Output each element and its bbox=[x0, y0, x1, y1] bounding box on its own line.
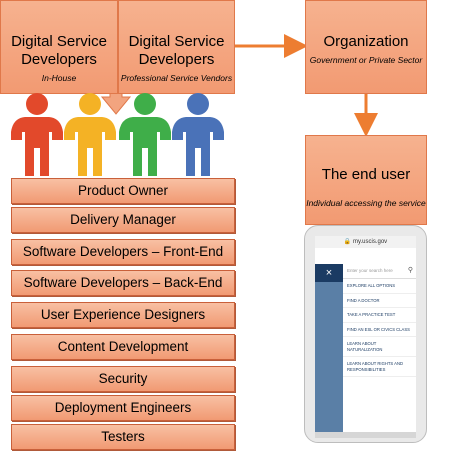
person-green-icon bbox=[119, 93, 171, 176]
lock-icon: 🔒 bbox=[343, 239, 352, 245]
inhouse-subtitle: In-House bbox=[41, 73, 77, 83]
phone-site-header bbox=[315, 248, 416, 258]
organization-title: Organization bbox=[323, 33, 409, 50]
search-placeholder: Enter your search here bbox=[347, 268, 393, 273]
phone-url: my.uscis.gov bbox=[352, 239, 388, 245]
phone-menu-sidebar: × bbox=[315, 264, 343, 432]
menu-item-find-doctor[interactable]: FIND A DOCTOR bbox=[343, 294, 416, 308]
role-frontend-developers: Software Developers – Front-End bbox=[11, 239, 235, 265]
menu-item-esl-class[interactable]: FIND AN ESL OR CIVICS CLASS bbox=[343, 323, 416, 337]
enduser-subtitle: Individual accessing the service bbox=[306, 198, 426, 208]
role-content-development: Content Development bbox=[11, 334, 235, 360]
role-delivery-manager: Delivery Manager bbox=[11, 207, 235, 233]
box-organization: Organization Government or Private Secto… bbox=[305, 0, 427, 94]
box-end-user: The end user Individual accessing the se… bbox=[305, 135, 427, 225]
person-blue-icon bbox=[172, 93, 224, 176]
menu-item-rights[interactable]: LEARN ABOUT RIGHTS AND RESPONSIBILITIES bbox=[343, 357, 416, 377]
phone-menu: Enter your search here ⚲ EXPLORE ALL OPT… bbox=[343, 264, 416, 377]
person-yellow-icon bbox=[64, 93, 116, 176]
vendors-title: Digital Service Developers bbox=[128, 33, 225, 68]
menu-item-explore[interactable]: EXPLORE ALL OPTIONS bbox=[343, 279, 416, 294]
role-testers: Testers bbox=[11, 424, 235, 450]
enduser-title: The end user bbox=[321, 166, 411, 183]
role-security: Security bbox=[11, 366, 235, 392]
role-product-owner: Product Owner bbox=[11, 178, 235, 204]
role-deployment-engineers: Deployment Engineers bbox=[11, 395, 235, 421]
search-icon[interactable]: ⚲ bbox=[407, 267, 413, 274]
phone-screen: 🔒 my.uscis.gov × Enter your search here … bbox=[315, 236, 416, 432]
menu-item-naturalization[interactable]: LEARN ABOUT NATURALIZATION bbox=[343, 337, 416, 357]
phone-url-bar: 🔒 my.uscis.gov bbox=[315, 236, 416, 248]
close-icon[interactable]: × bbox=[315, 264, 343, 282]
role-backend-developers: Software Developers – Back-End bbox=[11, 270, 235, 296]
phone-toolbar bbox=[315, 432, 416, 438]
box-inhouse-developers: Digital Service Developers In-House bbox=[0, 0, 118, 94]
phone-mockup: 🔒 my.uscis.gov × Enter your search here … bbox=[304, 225, 427, 443]
box-vendor-developers: Digital Service Developers Professional … bbox=[118, 0, 235, 94]
vendors-subtitle: Professional Service Vendors bbox=[120, 73, 233, 83]
organization-subtitle: Government or Private Sector bbox=[309, 55, 423, 65]
role-ux-designers: User Experience Designers bbox=[11, 302, 235, 328]
menu-item-practice-test[interactable]: TAKE A PRACTICE TEST bbox=[343, 308, 416, 323]
phone-search-input[interactable]: Enter your search here ⚲ bbox=[343, 264, 416, 279]
inhouse-title: Digital Service Developers bbox=[11, 33, 107, 68]
person-red-icon bbox=[11, 93, 63, 176]
